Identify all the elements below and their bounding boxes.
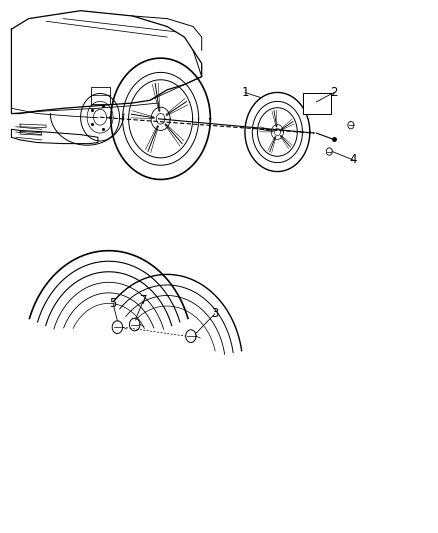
Text: 1: 1 (241, 86, 249, 99)
Text: 4: 4 (350, 154, 357, 166)
Text: 5: 5 (110, 297, 117, 310)
Text: 7: 7 (140, 294, 147, 308)
Text: 3: 3 (211, 308, 219, 320)
Bar (304, 93, 332, 114)
Text: 2: 2 (330, 86, 338, 99)
